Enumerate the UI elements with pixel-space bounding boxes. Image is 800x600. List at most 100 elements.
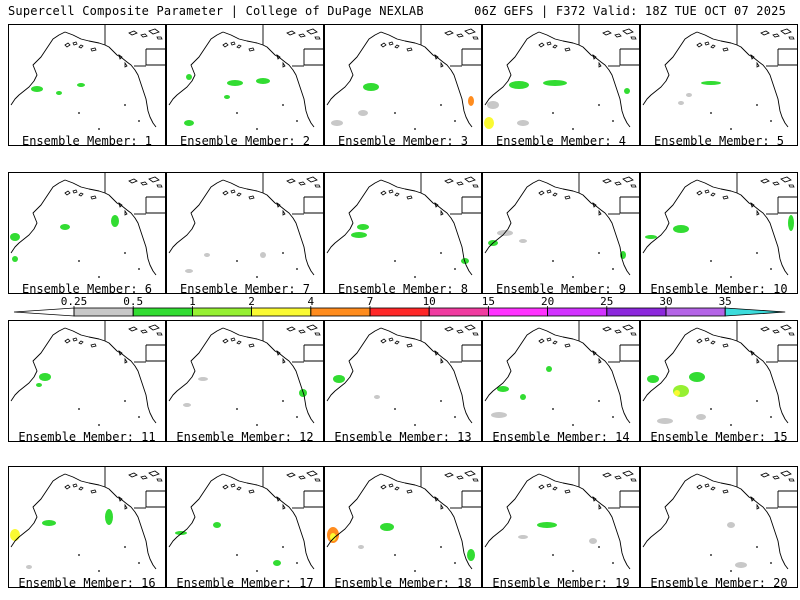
coastline-boundary	[104, 486, 157, 570]
island-outline	[710, 44, 716, 49]
ensemble-member-caption: Ensemble Member: 16	[18, 576, 156, 590]
island-outline	[276, 202, 281, 208]
scp-contour-area	[363, 83, 379, 91]
island-outline	[552, 192, 558, 197]
island-outline	[546, 483, 552, 488]
island-dot	[756, 252, 758, 254]
island-outline	[630, 36, 637, 40]
island-outline	[128, 326, 138, 332]
ensemble-member-caption: Ensemble Member: 14	[492, 430, 630, 444]
valid-time-label: 06Z GEFS | F372 Valid: 18Z TUE OCT 07 20…	[474, 4, 786, 18]
scp-contour-area	[10, 529, 20, 541]
coastline-boundary	[619, 345, 639, 362]
island-outline	[64, 338, 71, 344]
island-outline	[598, 357, 602, 364]
island-dot	[552, 260, 554, 262]
scp-contour-area	[198, 377, 208, 381]
scp-contour-area	[380, 523, 394, 531]
island-outline	[722, 489, 729, 494]
colorbar-threshold-label: 1	[189, 295, 196, 308]
island-outline	[538, 190, 545, 196]
island-dot	[770, 268, 772, 270]
island-outline	[456, 329, 464, 334]
coastline-boundary	[578, 192, 631, 276]
island-outline	[380, 42, 387, 48]
map-canvas	[10, 173, 165, 278]
island-outline	[140, 329, 148, 334]
island-outline	[388, 189, 394, 194]
coastline-boundary	[222, 473, 264, 488]
coastline-boundary	[420, 486, 473, 570]
island-dot	[710, 554, 712, 556]
map-canvas	[642, 173, 797, 278]
scp-contour-area	[673, 225, 689, 233]
island-outline	[564, 489, 571, 494]
island-outline	[440, 503, 444, 510]
color-scale-bar: 0.25 0.5 1 2 4 7 10 15 20 25 30 35	[13, 295, 786, 317]
island-dot	[236, 112, 238, 114]
coastline-boundary	[64, 327, 106, 342]
ensemble-member-caption: Ensemble Member: 20	[650, 576, 788, 590]
colorbar-segment	[13, 307, 75, 317]
coastline-boundary	[578, 486, 631, 570]
island-outline	[394, 192, 400, 197]
island-dot	[124, 546, 126, 548]
island-outline	[118, 54, 123, 60]
scp-contour-area	[484, 117, 494, 129]
island-dot	[612, 120, 614, 122]
scp-contour-area	[624, 88, 630, 94]
coastline-boundary	[64, 31, 106, 46]
island-outline	[552, 44, 558, 49]
island-outline	[622, 324, 634, 331]
island-outline	[756, 503, 760, 510]
island-outline	[314, 184, 321, 188]
island-dot	[296, 268, 298, 270]
island-outline	[380, 484, 387, 490]
island-outline	[230, 337, 236, 342]
island-outline	[222, 338, 229, 344]
coastline-boundary	[326, 179, 382, 254]
island-outline	[72, 41, 78, 46]
ensemble-map-panel	[482, 320, 640, 442]
coastline-boundary	[777, 197, 797, 214]
ensemble-member-caption: Ensemble Member: 1	[21, 134, 153, 148]
ensemble-map-panel	[8, 172, 166, 294]
island-dot	[414, 570, 416, 572]
map-canvas	[484, 467, 639, 572]
island-outline	[222, 484, 229, 490]
island-outline	[276, 350, 281, 356]
island-outline	[704, 189, 710, 194]
map-canvas	[10, 25, 165, 130]
coastline-boundary	[10, 327, 66, 402]
island-outline	[248, 343, 255, 348]
island-outline	[538, 338, 545, 344]
island-outline	[472, 36, 479, 40]
coastline-boundary	[104, 340, 157, 424]
island-outline	[772, 329, 780, 334]
island-dot	[282, 252, 284, 254]
island-outline	[124, 503, 128, 510]
colorbar-threshold-label: 7	[367, 295, 374, 308]
island-outline	[156, 36, 163, 40]
island-outline	[788, 332, 795, 336]
scp-contour-area	[487, 101, 499, 109]
coastline-boundary	[168, 179, 224, 254]
island-dot	[710, 260, 712, 262]
island-outline	[444, 472, 454, 478]
island-outline	[306, 28, 318, 35]
coastline-boundary	[168, 327, 224, 402]
island-outline	[90, 47, 97, 52]
island-outline	[592, 350, 597, 356]
ensemble-member-caption: Ensemble Member: 8	[337, 282, 469, 296]
island-outline	[788, 36, 795, 40]
island-outline	[148, 176, 160, 183]
island-dot	[394, 554, 396, 556]
coastline-boundary	[10, 31, 66, 106]
island-outline	[282, 209, 286, 216]
colorbar-threshold-label: 4	[307, 295, 314, 308]
island-dot	[572, 128, 574, 130]
island-dot	[296, 416, 298, 418]
island-dot	[440, 400, 442, 402]
island-dot	[138, 120, 140, 122]
island-dot	[296, 562, 298, 564]
